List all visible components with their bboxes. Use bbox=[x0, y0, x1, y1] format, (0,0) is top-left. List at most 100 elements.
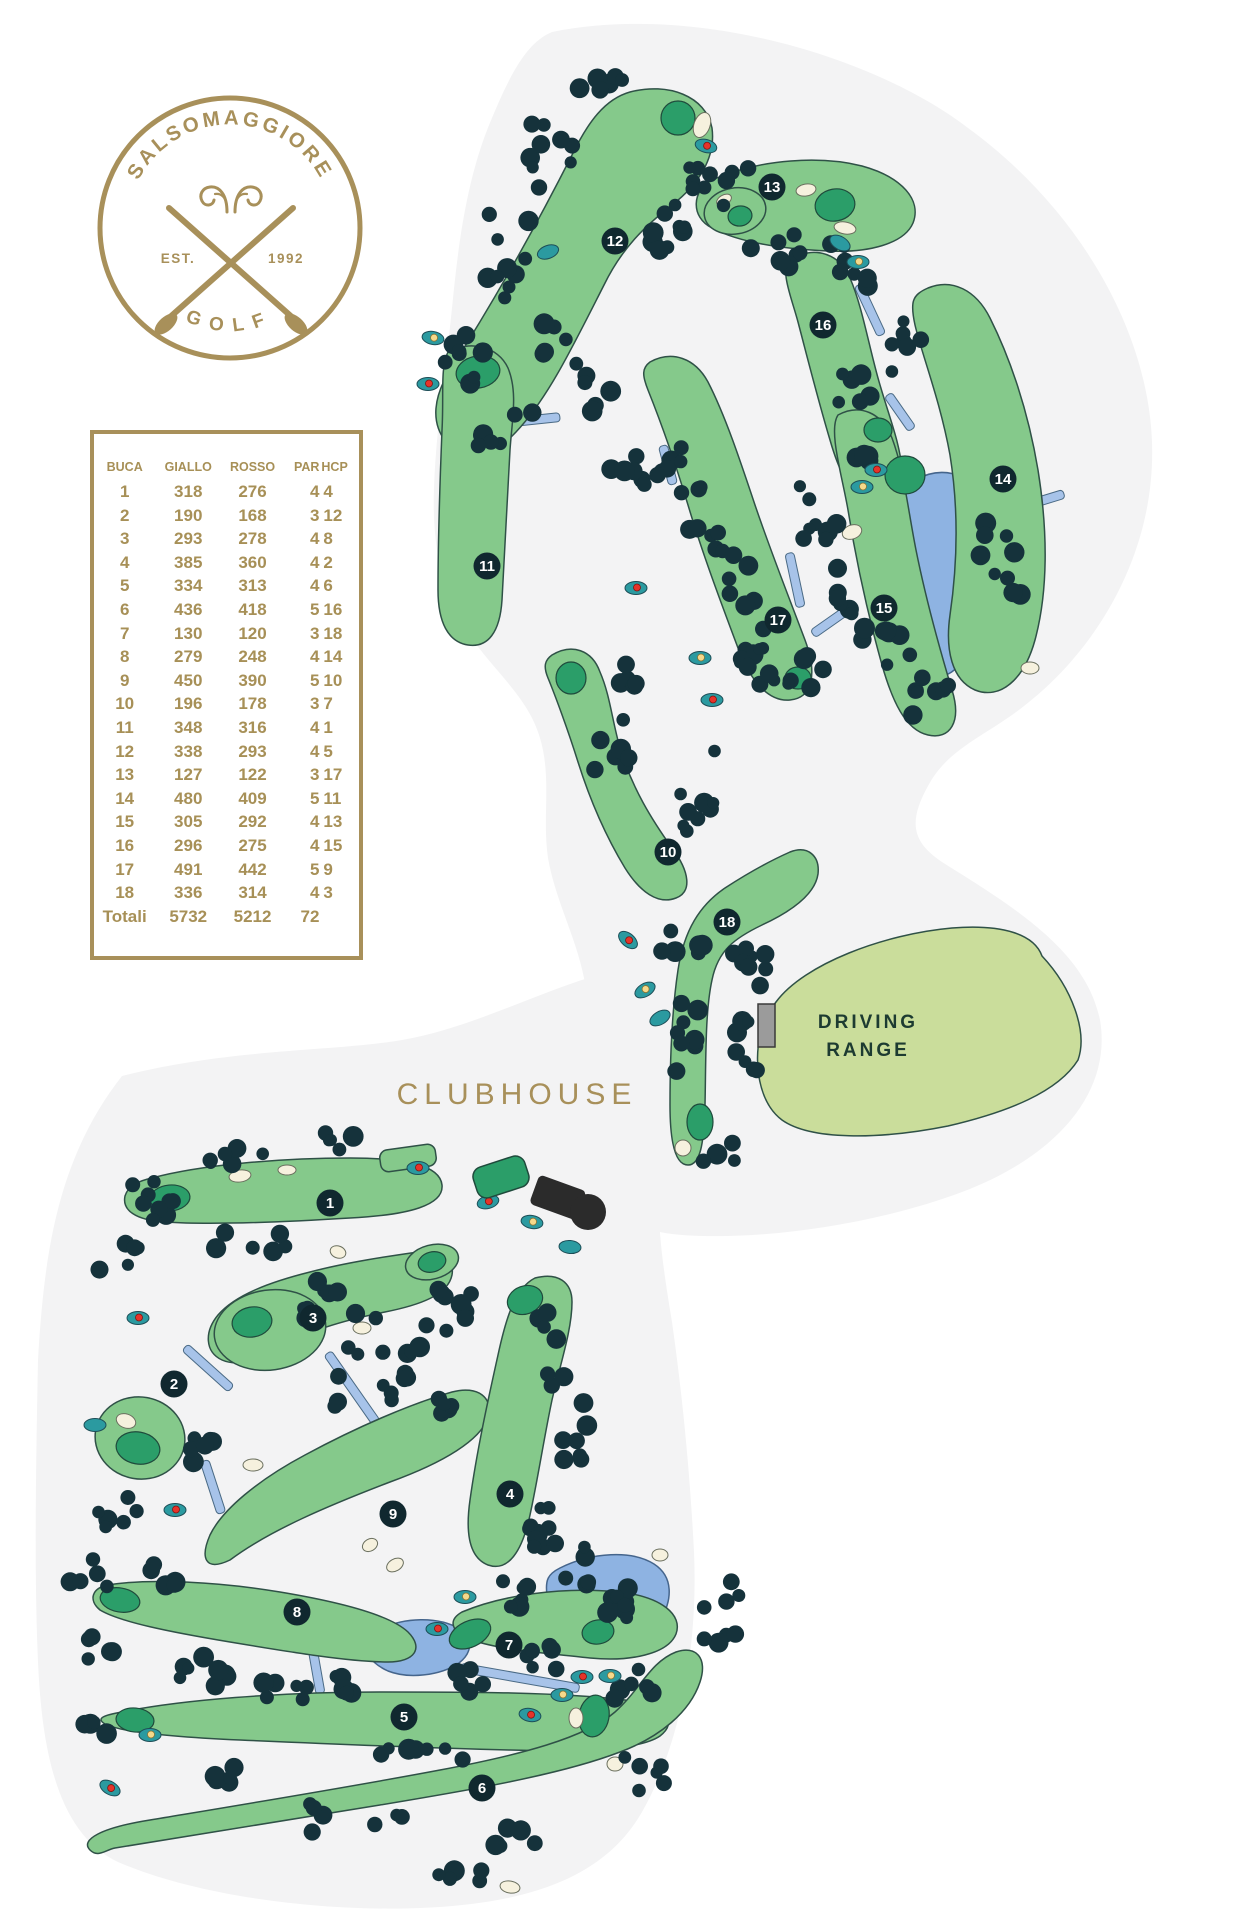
tree bbox=[844, 606, 859, 621]
scorecard-cell: 15 bbox=[323, 835, 343, 855]
scorecard-col-par: PAR bbox=[293, 460, 320, 474]
bunker bbox=[277, 1164, 297, 1176]
tree bbox=[792, 245, 808, 261]
hole-marker-15: 15 bbox=[870, 594, 898, 622]
tree bbox=[753, 643, 766, 655]
tree bbox=[437, 354, 453, 370]
tree-cluster bbox=[696, 1573, 746, 1653]
tree bbox=[324, 1133, 337, 1147]
tree-cluster bbox=[605, 1662, 662, 1708]
tree bbox=[398, 1738, 420, 1760]
scorecard-cell: 9 bbox=[119, 670, 130, 690]
tree bbox=[742, 1015, 755, 1028]
tee-marker bbox=[83, 1418, 107, 1432]
tree bbox=[600, 380, 622, 402]
tree bbox=[691, 934, 713, 956]
bunker bbox=[329, 1245, 347, 1259]
tree bbox=[836, 367, 849, 381]
tree-cluster bbox=[832, 364, 880, 410]
driving-range-label-line1: DRIVING bbox=[818, 1012, 918, 1033]
tree bbox=[530, 179, 548, 196]
tree bbox=[679, 803, 697, 821]
scorecard-cell: 316 bbox=[238, 717, 267, 737]
hole-marker-8: 8 bbox=[283, 1598, 311, 1626]
tree bbox=[650, 1766, 663, 1779]
hole-number: 15 bbox=[876, 600, 893, 617]
tree-cluster bbox=[970, 512, 1031, 605]
tree bbox=[569, 356, 584, 371]
scorecard-cell: 8 bbox=[323, 529, 333, 549]
tree-cluster bbox=[477, 206, 539, 305]
tree bbox=[564, 156, 577, 169]
tree bbox=[759, 664, 779, 683]
logo-est: EST. bbox=[161, 251, 196, 266]
tree bbox=[339, 1685, 354, 1701]
scorecard-row: 1 318 276 4 4 bbox=[94, 480, 359, 504]
tee-marker bbox=[864, 463, 888, 477]
tree bbox=[332, 1142, 347, 1157]
buildings-layer bbox=[472, 1003, 776, 1230]
tree bbox=[125, 1177, 141, 1193]
tree bbox=[708, 1147, 726, 1165]
bunker bbox=[242, 1458, 264, 1472]
scorecard-cell: 13 bbox=[323, 812, 343, 832]
tree bbox=[80, 1631, 97, 1648]
tree bbox=[685, 181, 701, 197]
tee-marker bbox=[406, 1161, 430, 1175]
tree bbox=[129, 1504, 144, 1519]
fountain-icon bbox=[199, 185, 263, 214]
putting-green bbox=[99, 1587, 141, 1613]
tree bbox=[655, 1775, 672, 1792]
tree bbox=[100, 1579, 114, 1594]
tree bbox=[418, 1317, 435, 1334]
tree bbox=[620, 1611, 634, 1625]
scorecard-row: 2 190 168 3 12 bbox=[94, 504, 359, 528]
bunker bbox=[115, 1413, 137, 1429]
scorecard-cell: 293 bbox=[174, 529, 203, 549]
tree bbox=[876, 621, 897, 642]
tee-marker bbox=[518, 1707, 542, 1723]
tree bbox=[90, 1260, 109, 1279]
cart-path bbox=[885, 393, 915, 431]
hole-marker-11: 11 bbox=[473, 552, 501, 580]
hole-marker-4: 4 bbox=[496, 1480, 524, 1508]
hole-number: 18 bbox=[719, 914, 736, 931]
tree bbox=[597, 1602, 618, 1623]
tree bbox=[674, 787, 687, 801]
fairway-hole-6 bbox=[86, 1649, 704, 1855]
scorecard-cell: 4 bbox=[309, 812, 320, 832]
tree bbox=[518, 1577, 537, 1596]
scorecard-cell: 314 bbox=[238, 883, 267, 903]
tree bbox=[454, 1751, 471, 1768]
scorecard-cell: 13 bbox=[115, 765, 135, 785]
tree-cluster bbox=[432, 1860, 490, 1889]
tree-cluster bbox=[732, 620, 772, 676]
hole-number: 17 bbox=[770, 612, 787, 629]
tree bbox=[818, 531, 834, 548]
fairway-hole-8 bbox=[92, 1580, 417, 1663]
tree bbox=[758, 961, 774, 977]
bunker bbox=[499, 1880, 521, 1894]
tee-marker bbox=[520, 1214, 544, 1230]
tree bbox=[537, 118, 551, 132]
putting-green bbox=[727, 205, 753, 227]
scorecard-cell: 4 bbox=[309, 552, 320, 572]
tree bbox=[126, 1239, 143, 1257]
scorecard-cell: 17 bbox=[115, 859, 135, 879]
tree bbox=[728, 1154, 741, 1167]
tree-cluster bbox=[828, 558, 859, 621]
scorecard-row: 6 436 418 5 16 bbox=[94, 598, 359, 622]
tree bbox=[668, 198, 682, 212]
tee-marker bbox=[99, 1779, 121, 1797]
tree bbox=[546, 1329, 567, 1349]
tree bbox=[1003, 582, 1023, 603]
scorecard-cell: 3 bbox=[309, 623, 320, 643]
scorecard-cell: 296 bbox=[174, 835, 203, 855]
scorecard-cell: 385 bbox=[174, 552, 203, 572]
tree-cluster bbox=[372, 1738, 471, 1768]
tree-cluster bbox=[853, 617, 918, 671]
tee-marker bbox=[476, 1194, 500, 1210]
tree bbox=[854, 444, 875, 465]
tree bbox=[81, 1652, 95, 1666]
tree bbox=[533, 313, 555, 335]
